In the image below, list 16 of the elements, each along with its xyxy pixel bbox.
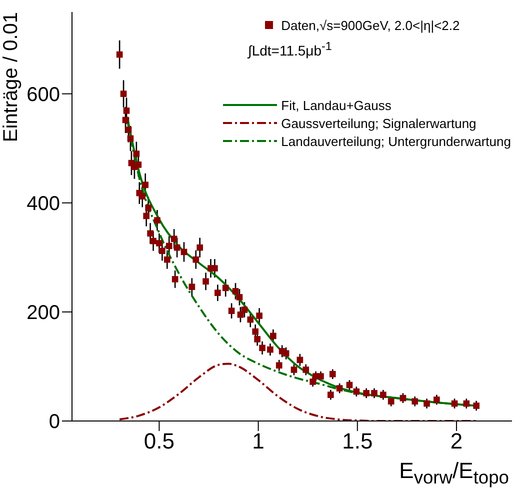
legend-label: Gaussverteilung; Signalerwartung <box>281 116 476 130</box>
y-tick-label: 600 <box>26 84 60 106</box>
x-axis-title: E$_{vorw}$/E$_{topo}$ <box>399 458 509 488</box>
line-series <box>118 362 478 421</box>
x-tick-label: 0.5 <box>144 428 175 454</box>
x-tick-label: 2 <box>450 428 463 454</box>
y-tick-label: 200 <box>26 302 60 324</box>
legend-label: Landauverteilung; Untergrunderwartung <box>281 134 511 148</box>
x-tick-label: 1 <box>252 428 264 454</box>
y-axis-title: Einträge / 0.01 <box>0 12 23 142</box>
legend-label: Daten,√s=900GeV, 2.0<|η|<2.2 <box>281 18 460 32</box>
annotation: ∫Ldt=11.5μb$^{-1}$ <box>248 40 332 59</box>
x-tick-label: 1.5 <box>342 428 373 454</box>
y-tick-label: 400 <box>26 192 60 215</box>
y-tick-label: 0 <box>48 411 60 434</box>
legend-label: Fit, Landau+Gauss <box>281 98 392 112</box>
